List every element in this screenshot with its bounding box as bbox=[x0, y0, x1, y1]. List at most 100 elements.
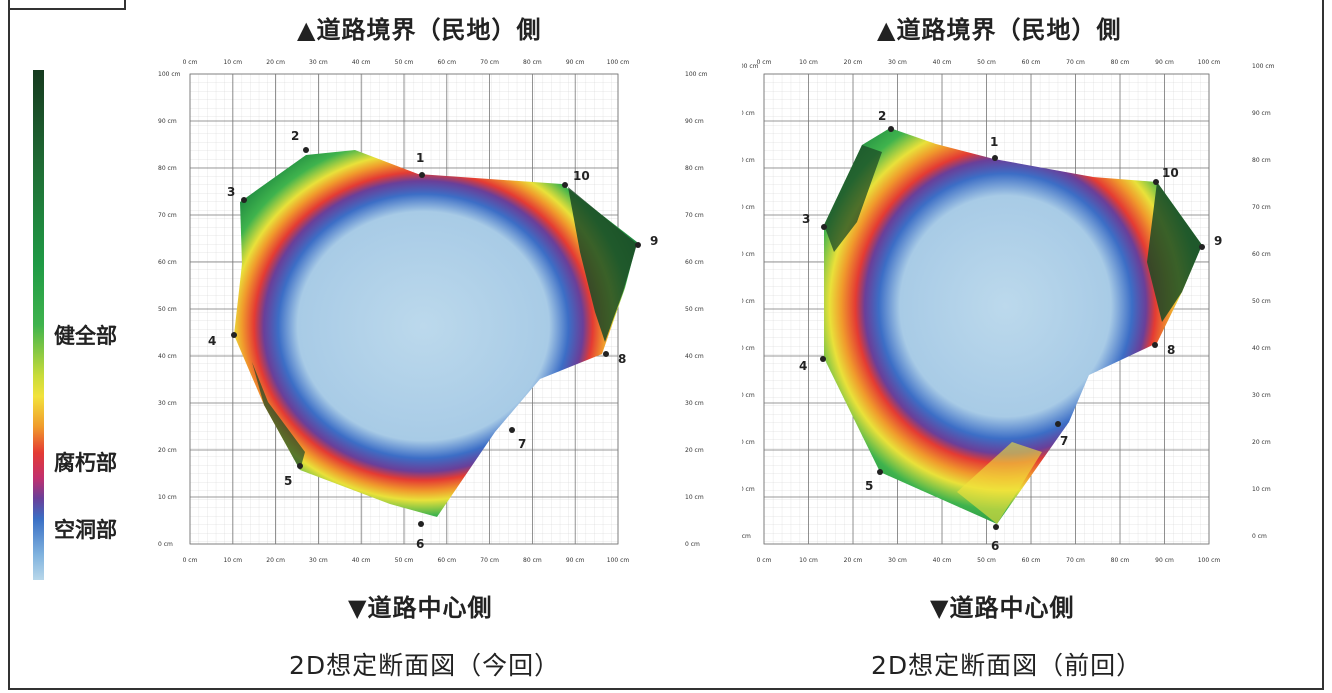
x-tick-label: 100 cm bbox=[607, 557, 630, 564]
y-tick-label: 10 cm bbox=[158, 494, 177, 501]
y-tick-label: 80 cm bbox=[158, 165, 177, 172]
dark-healthy-zone bbox=[568, 187, 637, 342]
measurement-point-label: 4 bbox=[799, 359, 807, 373]
y-tick-label: 90 cm bbox=[1252, 110, 1271, 117]
x-tick-label: 20 cm bbox=[266, 59, 285, 66]
y-tick-label: 20 cm bbox=[742, 439, 755, 446]
x-tick-label: 30 cm bbox=[888, 557, 907, 564]
x-tick-label: 10 cm bbox=[223, 557, 242, 564]
x-tick-label: 0 cm bbox=[757, 557, 772, 564]
measurement-point bbox=[1153, 179, 1159, 185]
x-tick-label: 50 cm bbox=[395, 59, 414, 66]
measurement-point-label: 2 bbox=[291, 129, 299, 143]
y-tick-label: 30 cm bbox=[1252, 392, 1271, 399]
measurement-point-label: 7 bbox=[1060, 434, 1068, 448]
dark-healthy-zone bbox=[1147, 182, 1202, 322]
x-tick-label: 70 cm bbox=[1066, 557, 1085, 564]
y-tick-label: 20 cm bbox=[158, 447, 177, 454]
y-tick-label: 80 cm bbox=[1252, 157, 1271, 164]
measurement-point-label: 1 bbox=[416, 151, 424, 165]
y-tick-label: 90 cm bbox=[685, 118, 704, 125]
y-tick-label: 50 cm bbox=[685, 306, 704, 313]
y-tick-label: 50 cm bbox=[158, 306, 177, 313]
y-tick-label: 70 cm bbox=[1252, 204, 1271, 211]
x-tick-label: 50 cm bbox=[395, 557, 414, 564]
x-tick-label: 40 cm bbox=[933, 59, 952, 66]
y-tick-label: 30 cm bbox=[158, 400, 177, 407]
x-tick-label: 60 cm bbox=[437, 557, 456, 564]
x-tick-label: 40 cm bbox=[352, 59, 371, 66]
cross-section-shape-previous bbox=[824, 128, 1202, 524]
measurement-point-label: 10 bbox=[573, 169, 590, 183]
y-tick-label: 70 cm bbox=[158, 212, 177, 219]
measurement-point bbox=[1199, 244, 1205, 250]
caption-previous: 2D想定断面図（前回） bbox=[871, 651, 1143, 680]
y-tick-label: 100 cm bbox=[158, 71, 181, 78]
measurement-point-label: 3 bbox=[802, 212, 810, 226]
x-tick-label: 20 cm bbox=[844, 557, 863, 564]
y-tick-label: 80 cm bbox=[742, 157, 755, 164]
y-tick-label: 20 cm bbox=[685, 447, 704, 454]
measurement-point bbox=[231, 332, 237, 338]
x-tick-label: 90 cm bbox=[566, 557, 585, 564]
measurement-point bbox=[993, 524, 999, 530]
x-tick-label: 40 cm bbox=[933, 557, 952, 564]
measurement-point bbox=[992, 155, 998, 161]
measurement-point bbox=[562, 182, 568, 188]
x-tick-label: 50 cm bbox=[977, 59, 996, 66]
y-tick-label: 30 cm bbox=[742, 392, 755, 399]
y-tick-label: 60 cm bbox=[685, 259, 704, 266]
measurement-point-label: 1 bbox=[990, 135, 998, 149]
measurement-point-label: 3 bbox=[227, 185, 235, 199]
x-tick-label: 100 cm bbox=[1198, 59, 1221, 66]
legend-healthy-label: 健全部 bbox=[54, 324, 117, 348]
measurement-point bbox=[635, 242, 641, 248]
measurement-point-label: 4 bbox=[208, 334, 216, 348]
measurement-point-label: 2 bbox=[878, 109, 886, 123]
x-tick-label: 10 cm bbox=[223, 59, 242, 66]
measurement-point bbox=[419, 172, 425, 178]
x-tick-label: 70 cm bbox=[480, 557, 499, 564]
caption-current: 2D想定断面図（今回） bbox=[289, 651, 561, 680]
x-tick-label: 70 cm bbox=[1066, 59, 1085, 66]
dark-healthy-zone bbox=[824, 145, 882, 252]
x-tick-label: 80 cm bbox=[523, 59, 542, 66]
measurement-point bbox=[603, 351, 609, 357]
x-tick-label: 100 cm bbox=[1198, 557, 1221, 564]
y-tick-label: 100 cm bbox=[742, 63, 759, 70]
top-label-previous: ▲道路境界（民地）側 bbox=[877, 16, 1122, 44]
x-tick-label: 40 cm bbox=[352, 557, 371, 564]
y-tick-label: 40 cm bbox=[742, 345, 755, 352]
yellow-zone bbox=[957, 442, 1042, 524]
y-tick-label: 60 cm bbox=[158, 259, 177, 266]
x-tick-label: 30 cm bbox=[309, 557, 328, 564]
top-label-current: ▲道路境界（民地）側 bbox=[297, 16, 542, 44]
measurement-point-label: 7 bbox=[518, 437, 526, 451]
measurement-point bbox=[1152, 342, 1158, 348]
x-tick-label: 90 cm bbox=[566, 59, 585, 66]
figure-frame bbox=[8, 0, 1324, 690]
y-tick-label: 10 cm bbox=[685, 494, 704, 501]
x-tick-label: 80 cm bbox=[523, 557, 542, 564]
measurement-point-label: 9 bbox=[650, 234, 658, 248]
y-tick-label: 60 cm bbox=[742, 251, 755, 258]
measurement-point bbox=[888, 126, 894, 132]
legend-cavity-label: 空洞部 bbox=[54, 518, 117, 542]
measurement-point bbox=[303, 147, 309, 153]
measurement-point-label: 5 bbox=[284, 474, 292, 488]
y-tick-label: 50 cm bbox=[742, 298, 755, 305]
x-tick-label: 80 cm bbox=[1111, 59, 1130, 66]
y-tick-label: 90 cm bbox=[742, 110, 755, 117]
y-tick-label: 40 cm bbox=[685, 353, 704, 360]
x-tick-label: 90 cm bbox=[1155, 59, 1174, 66]
measurement-point-label: 6 bbox=[416, 537, 424, 551]
measurement-point bbox=[877, 469, 883, 475]
measurement-point-label: 9 bbox=[1214, 234, 1222, 248]
x-tick-label: 90 cm bbox=[1155, 557, 1174, 564]
x-tick-label: 80 cm bbox=[1111, 557, 1130, 564]
measurement-point-label: 5 bbox=[865, 479, 873, 493]
x-tick-label: 20 cm bbox=[844, 59, 863, 66]
measurement-point bbox=[241, 197, 247, 203]
